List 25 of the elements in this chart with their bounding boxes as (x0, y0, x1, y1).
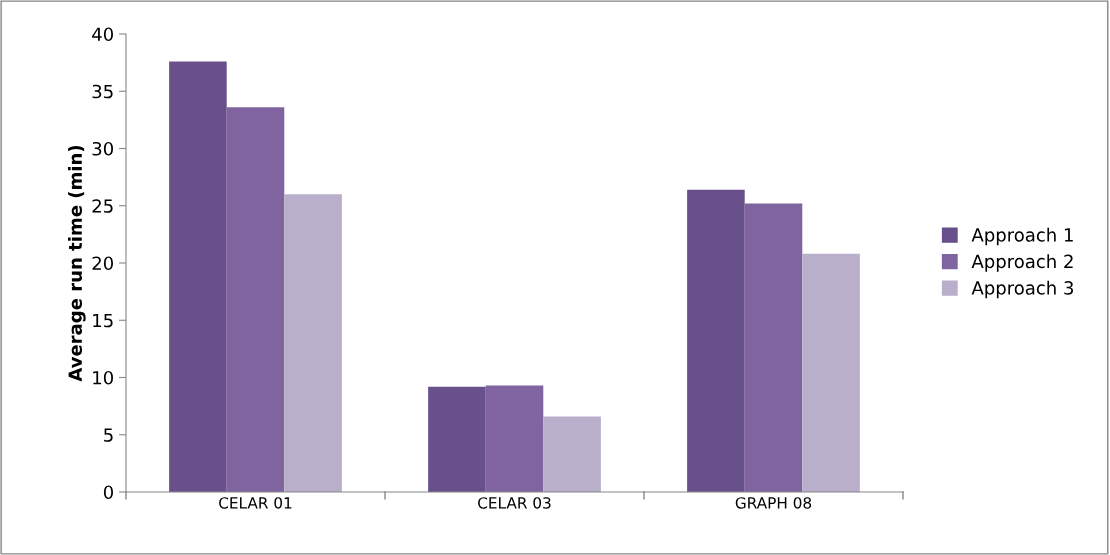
legend-label: Approach 2 (971, 254, 1073, 272)
y-tick-label: 10 (93, 370, 113, 385)
bar (428, 386, 486, 492)
bar (744, 203, 803, 492)
y-tick-label: 0 (103, 485, 113, 500)
y-tick-label: 30 (92, 141, 113, 156)
bar (169, 61, 227, 492)
legend-label: Approach 1 (971, 227, 1073, 246)
bar (284, 194, 342, 492)
y-tick-label: 35 (92, 84, 113, 99)
x-tick-label: CELAR 01 (219, 497, 292, 509)
bar (226, 107, 285, 492)
legend-label: Approach 3 (971, 280, 1073, 299)
y-axis-title: Average run time (min) (68, 145, 86, 382)
y-tick-label: 15 (93, 313, 113, 328)
bar (802, 253, 860, 492)
y-tick-label: 5 (104, 428, 113, 442)
x-tick-label: GRAPH 08 (735, 497, 812, 509)
bar (485, 385, 544, 492)
y-tick-label: 20 (92, 256, 113, 271)
x-tick-label: CELAR 03 (478, 497, 551, 509)
y-tick-label: 40 (92, 27, 113, 42)
y-tick-label: 25 (92, 199, 113, 213)
bar (543, 416, 601, 492)
bar (687, 189, 745, 492)
